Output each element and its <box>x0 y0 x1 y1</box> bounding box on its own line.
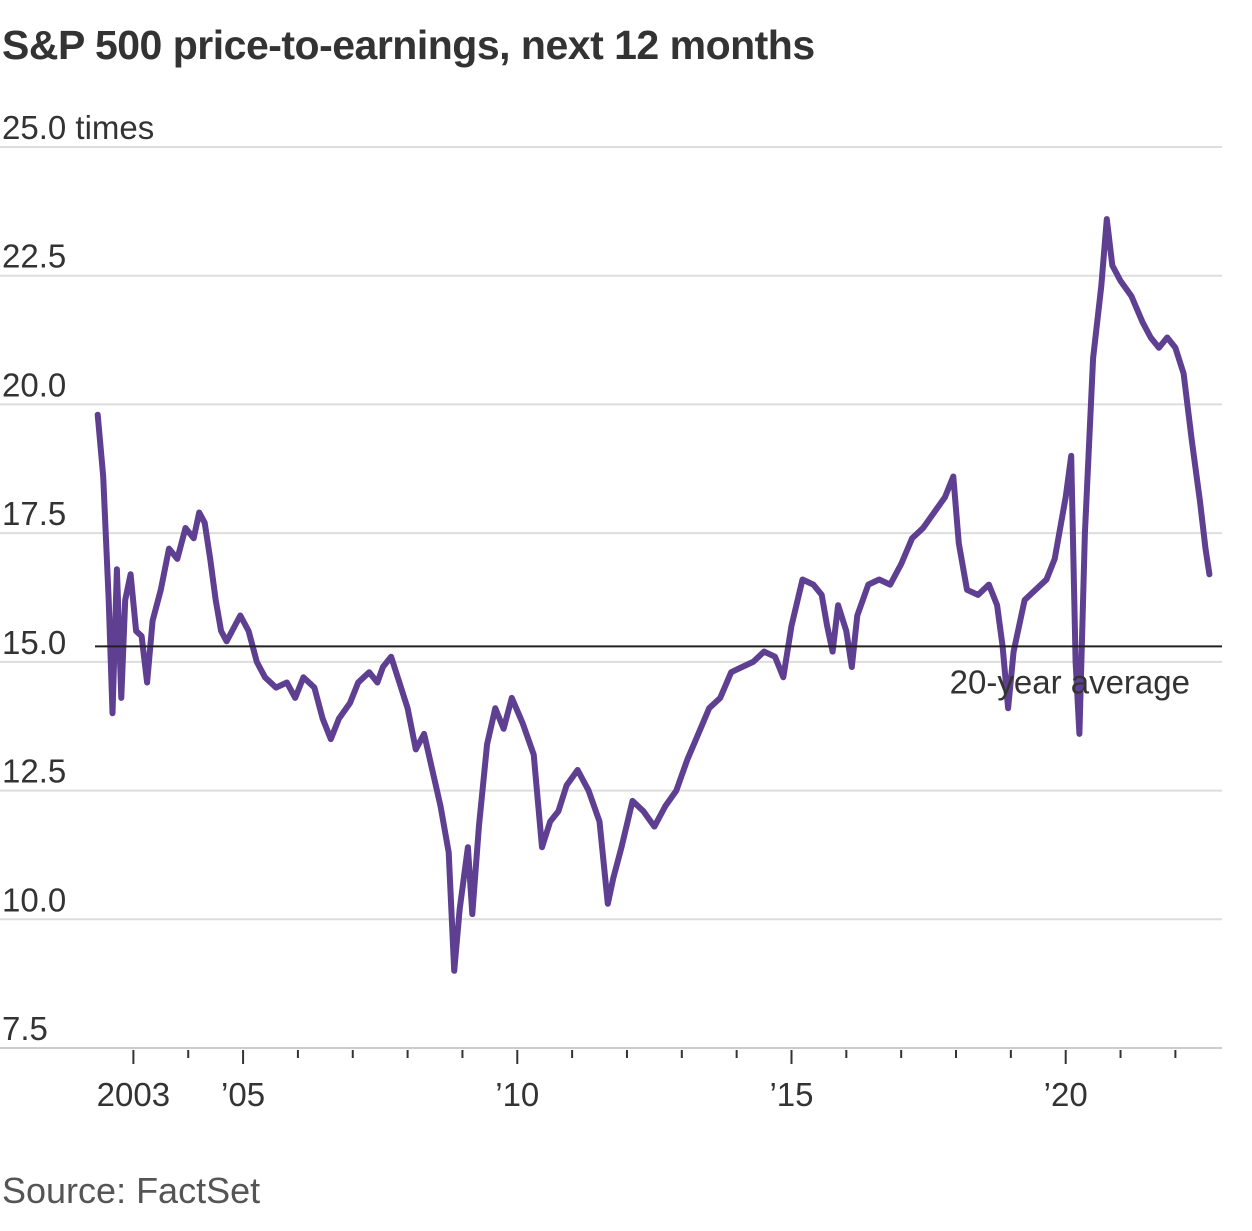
y-tick-label: 17.5 <box>2 495 66 532</box>
x-tick-label: ’15 <box>769 1076 813 1113</box>
chart-title: S&P 500 price-to-earnings, next 12 month… <box>2 22 815 68</box>
y-tick-label: 10.0 <box>2 881 66 918</box>
y-tick-label: 25.0 times <box>2 109 154 146</box>
source-note: Source: FactSet <box>2 1170 261 1211</box>
y-tick-label: 20.0 <box>2 366 66 403</box>
series-line <box>94 216 1213 974</box>
x-tick-label: 2003 <box>97 1076 170 1113</box>
y-tick-label: 15.0 <box>2 624 66 661</box>
series-layer <box>94 216 1213 974</box>
y-tick-label: 22.5 <box>2 238 66 275</box>
x-tick-label: ’05 <box>221 1076 265 1113</box>
y-tick-label: 7.5 <box>2 1010 48 1047</box>
average-line-label: 20-year average <box>950 663 1190 700</box>
reference-layer: 20-year average <box>95 645 1222 700</box>
y-tick-label: 12.5 <box>2 753 66 790</box>
y-axis-tick-labels: 25.0 times 22.5 20.0 17.5 15.0 12.5 10.0 7.5 <box>2 109 154 1047</box>
x-tick-label: ’10 <box>495 1076 539 1113</box>
x-tick-label: ’20 <box>1044 1076 1088 1113</box>
x-axis: 2003 ’05 ’10 ’15 ’20 <box>0 1047 1222 1113</box>
